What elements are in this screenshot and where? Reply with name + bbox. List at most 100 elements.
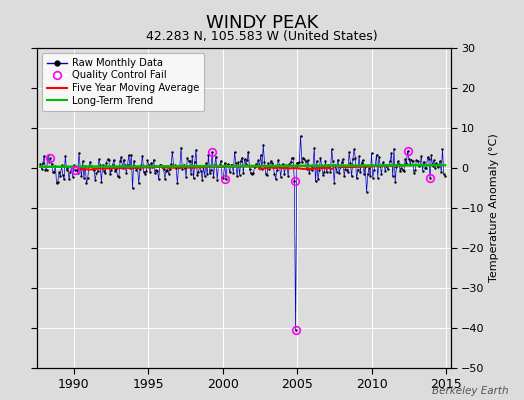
Point [405, 156, 413, 162]
Point [244, 148, 253, 155]
Point [320, 169, 329, 175]
Point [433, 164, 442, 170]
Point [337, 159, 346, 166]
Point [132, 167, 140, 173]
Point [215, 162, 224, 168]
Point [103, 156, 112, 162]
Point [396, 168, 405, 174]
Point [323, 169, 331, 176]
Point [258, 166, 266, 172]
Point [139, 168, 148, 175]
Point [115, 174, 123, 180]
Point [330, 180, 339, 186]
Point [292, 159, 301, 166]
Point [259, 142, 267, 148]
Point [197, 168, 205, 174]
Point [202, 160, 210, 166]
Point [209, 174, 217, 180]
Point [73, 170, 82, 176]
Point [232, 160, 240, 166]
Point [386, 158, 395, 164]
Point [191, 159, 199, 166]
Point [161, 176, 169, 182]
Point [400, 168, 408, 174]
Point [408, 158, 417, 164]
Point [360, 170, 368, 177]
Point [242, 160, 250, 167]
Point [264, 160, 272, 166]
Point [344, 168, 352, 175]
Legend: Raw Monthly Data, Quality Control Fail, Five Year Moving Average, Long-Term Tren: Raw Monthly Data, Quality Control Fail, … [42, 53, 204, 110]
Point [188, 153, 196, 159]
Text: WINDY PEAK: WINDY PEAK [206, 14, 318, 32]
Point [348, 156, 357, 162]
Point [178, 166, 187, 172]
Point [65, 176, 73, 182]
Point [156, 162, 164, 168]
Point [228, 162, 236, 168]
Point [428, 162, 436, 169]
Point [373, 152, 381, 158]
Point [356, 169, 365, 175]
Point [135, 180, 143, 186]
Point [347, 173, 356, 180]
Point [260, 158, 269, 165]
Point [162, 168, 170, 174]
Point [308, 167, 316, 174]
Point [187, 171, 195, 178]
Point [157, 162, 166, 168]
Point [411, 167, 419, 174]
Point [432, 160, 441, 166]
Point [263, 172, 271, 178]
Point [253, 162, 261, 168]
Point [165, 170, 173, 177]
Point [96, 162, 104, 168]
Point [361, 164, 369, 170]
Point [166, 165, 174, 172]
Point [402, 160, 411, 166]
Point [316, 154, 325, 161]
Point [290, 178, 299, 184]
Point [56, 173, 64, 179]
Point [307, 165, 315, 172]
Point [366, 173, 375, 180]
Point [60, 176, 68, 182]
Point [269, 164, 277, 170]
Point [133, 164, 141, 170]
Point [62, 166, 71, 173]
Point [146, 168, 154, 175]
Point [277, 174, 285, 180]
Point [152, 167, 160, 173]
Point [325, 163, 333, 169]
Point [231, 149, 239, 155]
Point [364, 171, 372, 178]
Point [345, 149, 353, 156]
Point [118, 165, 127, 171]
Point [434, 162, 443, 168]
Point [328, 146, 336, 152]
Point [90, 167, 98, 173]
Point [82, 180, 91, 187]
Point [129, 158, 138, 164]
Point [88, 163, 96, 170]
Point [418, 168, 427, 174]
Point [106, 171, 114, 178]
Point [79, 158, 87, 164]
Point [153, 167, 161, 174]
Point [102, 160, 111, 166]
Point [181, 164, 189, 171]
Point [248, 171, 256, 177]
Point [291, 327, 300, 333]
Point [203, 171, 211, 178]
Point [137, 162, 146, 168]
Point [172, 165, 180, 171]
Text: Berkeley Earth: Berkeley Earth [432, 386, 508, 396]
Point [45, 159, 53, 165]
Point [125, 152, 133, 158]
Point [86, 159, 94, 165]
Point [57, 162, 66, 168]
Point [397, 164, 406, 171]
Point [431, 165, 439, 172]
Point [121, 162, 129, 168]
Point [83, 175, 92, 182]
